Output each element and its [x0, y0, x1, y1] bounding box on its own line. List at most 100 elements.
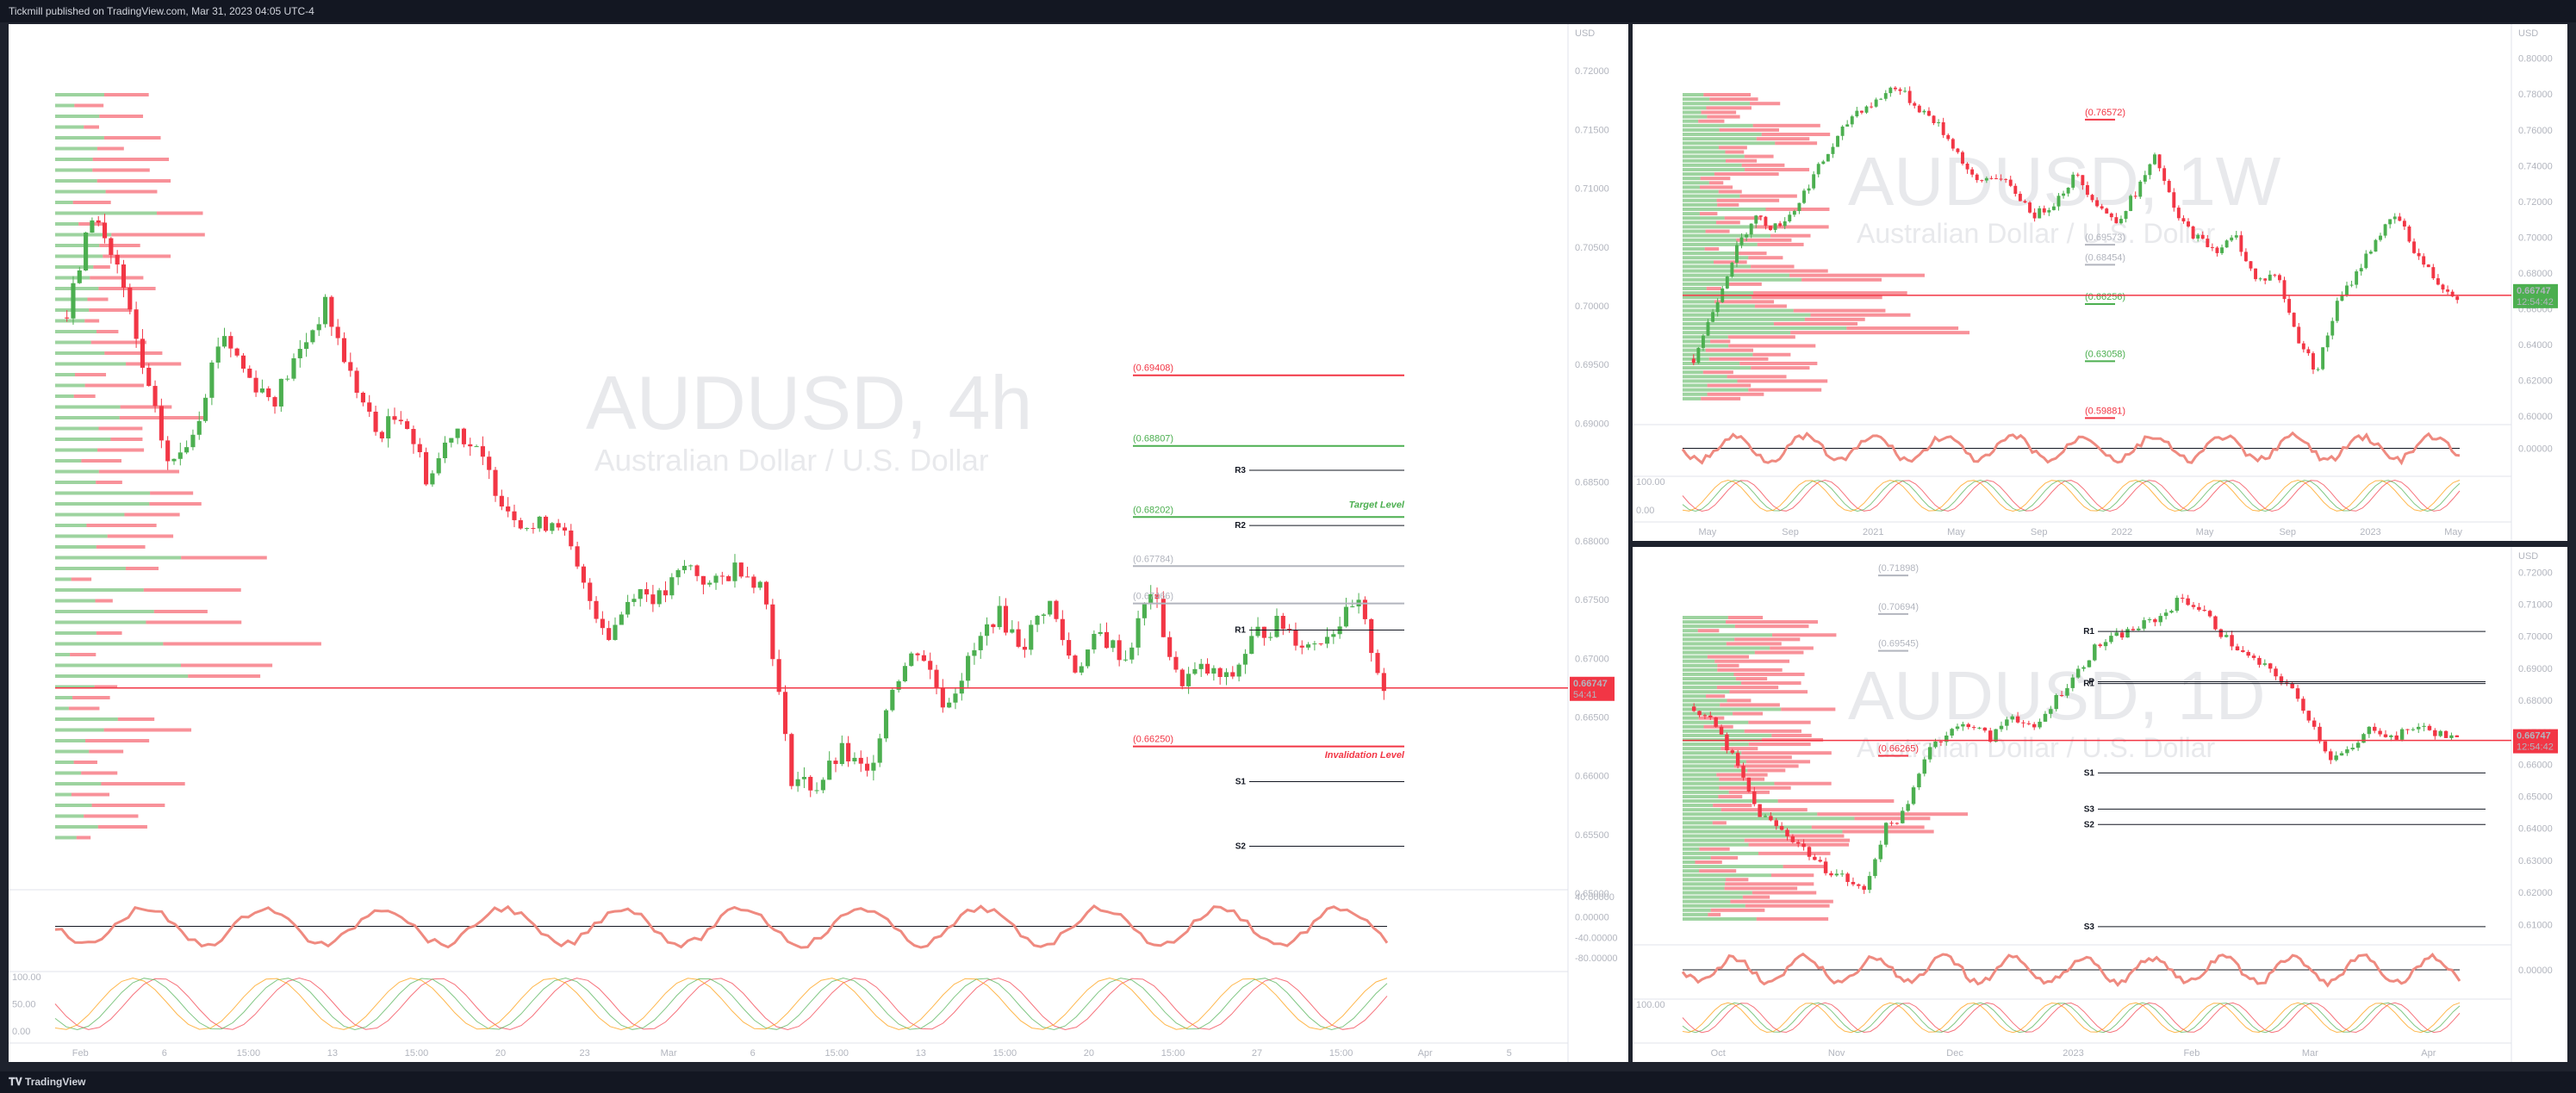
- volume-profile-bar-down: [1698, 119, 1725, 123]
- candle-body: [2235, 646, 2240, 651]
- candle-body: [1293, 630, 1298, 646]
- volume-profile-bar-up: [55, 792, 72, 797]
- volume-profile-bar-down: [143, 588, 241, 592]
- chart-panel-1w[interactable]: AUDUSD, 1W Australian Dollar / U.S. Dolla…: [1633, 24, 2567, 541]
- volume-profile-bar-down: [89, 749, 124, 754]
- volume-profile-bar-up: [55, 610, 154, 613]
- volume-profile-bar-down: [84, 319, 100, 323]
- volume-profile-bar-down: [1810, 313, 1911, 317]
- volume-profile-bar-up: [1683, 878, 1727, 882]
- candle-body: [1888, 87, 1893, 94]
- candle-body: [2176, 208, 2181, 219]
- volume-profile-bar-up: [1683, 873, 1771, 878]
- candle-body: [1988, 730, 1993, 742]
- volume-profile-bar-up: [55, 642, 164, 646]
- candle-body: [77, 270, 82, 283]
- volume-profile-bar-down: [1695, 860, 1722, 864]
- currency-label: USD: [2518, 28, 2538, 39]
- candle-body: [675, 569, 681, 578]
- volume-profile-bar-up: [1683, 357, 1709, 361]
- candle-body: [171, 458, 177, 462]
- volume-profile-bar-up: [1683, 127, 1720, 132]
- volume-profile-bar-down: [117, 717, 155, 721]
- candle-body: [424, 451, 429, 485]
- candle-body: [1873, 859, 1877, 877]
- volume-profile-bar-up: [1683, 352, 1753, 357]
- candle-body: [1242, 654, 1248, 665]
- volume-profile-bar-up: [55, 685, 95, 689]
- publisher-text: Tickmill published on TradingView.com, M…: [9, 5, 314, 17]
- candle-body: [1922, 110, 1926, 113]
- volume-profile-bar-up: [55, 491, 151, 495]
- candle-body: [2098, 644, 2102, 647]
- candle-body: [537, 516, 542, 529]
- candle-body: [1343, 606, 1349, 627]
- candle-body: [1783, 220, 1787, 227]
- candle-body: [795, 779, 800, 786]
- volume-profile-bar-down: [1738, 755, 1792, 760]
- volume-profile-bar-down: [1745, 167, 1810, 171]
- volume-profile-bar-up: [1683, 812, 1818, 817]
- pivot-label: S2: [1235, 842, 1247, 852]
- candle-body: [2197, 606, 2201, 611]
- candle-body: [177, 452, 183, 459]
- volume-profile-bar-down: [1718, 794, 1743, 798]
- candle-body: [1870, 106, 1874, 108]
- chart-panel-1d[interactable]: AUDUSD, 1D Australian Dollar / U.S. Dolla…: [1633, 547, 2567, 1062]
- candle-body: [1883, 93, 1888, 99]
- candle-body: [688, 565, 694, 567]
- last-price-tag: [1570, 676, 1615, 701]
- fib-level-label: (0.63058): [2085, 349, 2125, 359]
- candle-body: [1977, 727, 1982, 729]
- candle-body: [1864, 106, 1869, 113]
- price-tick: 0.64000: [2518, 340, 2553, 351]
- volume-profile-bar-up: [55, 93, 104, 96]
- candle-body: [2257, 657, 2262, 665]
- tradingview-logo[interactable]: 𝐓𝐕 TradingView: [9, 1076, 86, 1088]
- volume-profile-bar-down: [1751, 264, 1795, 269]
- volume-profile-bar-up: [1683, 821, 1713, 825]
- candle-body: [2175, 598, 2180, 612]
- candle-body: [2187, 221, 2190, 227]
- candle-body: [1898, 89, 1902, 91]
- volume-profile-bar-up: [1683, 326, 1847, 331]
- candle-body: [1299, 645, 1304, 648]
- pivot-label: S3: [2084, 804, 2095, 814]
- candle-body: [1917, 105, 1921, 113]
- volume-profile-bar-up: [55, 512, 125, 517]
- stochastic-line: [54, 977, 1388, 1031]
- candle-body: [915, 653, 920, 655]
- candle-body: [2349, 284, 2354, 286]
- candle-body: [2279, 676, 2284, 683]
- volume-profile-bar-down: [1728, 282, 1762, 286]
- candle-body: [1946, 134, 1951, 140]
- candle-body: [2355, 271, 2359, 285]
- stochastic-tick: 0.00: [12, 1027, 30, 1037]
- price-tick: 0.72000: [2518, 568, 2553, 578]
- candle-body: [1375, 653, 1380, 674]
- candle-body: [846, 742, 851, 761]
- volume-profile-bar-up: [1683, 93, 1704, 96]
- candle-body: [209, 362, 215, 398]
- candle-body: [2224, 635, 2229, 637]
- volume-profile-bar-up: [1683, 242, 1758, 246]
- volume-profile-bar-down: [1817, 812, 1969, 817]
- stochastic-line: [1682, 1002, 2461, 1034]
- volume-profile-bar-down: [74, 103, 104, 108]
- candle-body: [373, 411, 378, 432]
- last-price-value: 0.66747: [1573, 679, 1608, 689]
- oscillator-tick: 0.00000: [2518, 966, 2553, 976]
- volume-profile-bar-up: [1683, 790, 1729, 794]
- candle-body: [1714, 717, 1718, 727]
- volume-profile-bar-down: [1788, 834, 1845, 838]
- volume-profile-bar-down: [1719, 127, 1779, 132]
- candle-body: [1739, 237, 1744, 245]
- candle-body: [1022, 646, 1027, 650]
- chart-panel-4h[interactable]: AUDUSD, 4h Australian Dollar / U.S. Dolla…: [9, 24, 1628, 1062]
- volume-profile-bar-down: [1699, 869, 1737, 873]
- candle-body: [2042, 208, 2046, 213]
- candle-body: [644, 589, 650, 595]
